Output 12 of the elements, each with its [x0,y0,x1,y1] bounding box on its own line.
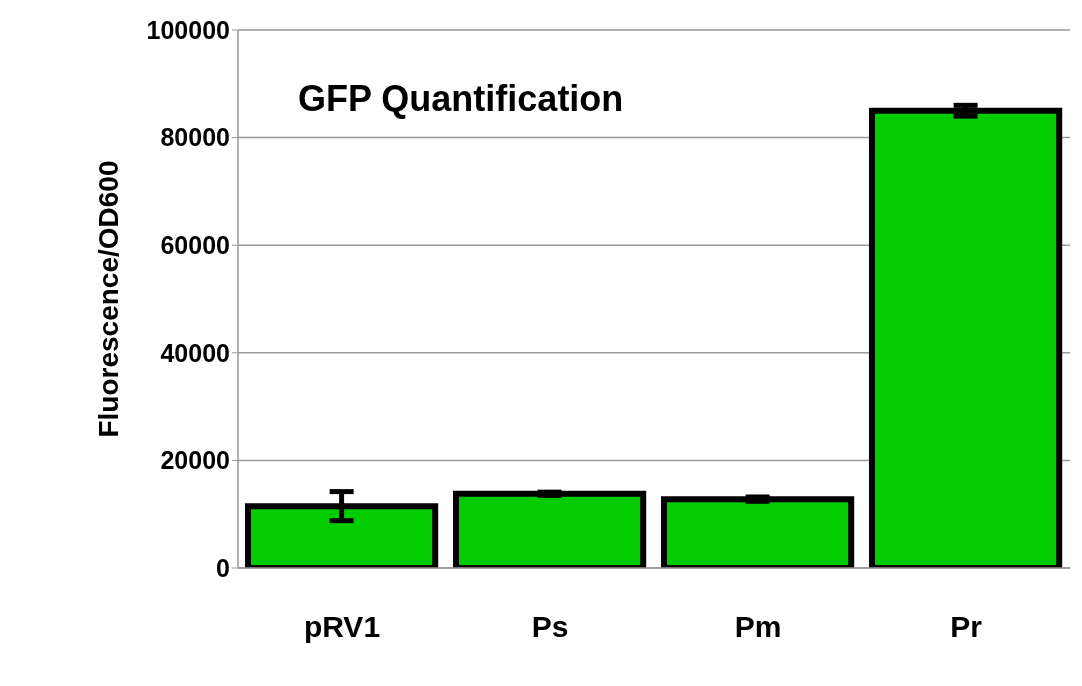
y-tick-label: 80000 [160,123,230,152]
x-tick-label: Ps [531,610,569,644]
y-tick-label: 60000 [160,231,230,260]
y-tick-label: 20000 [160,446,230,475]
x-tick-label: Pr [950,610,983,644]
x-tick-label: pRV1 [303,610,381,644]
y-tick-label: 40000 [160,338,230,367]
y-axis-title: Fluorescence/OD600 [92,160,124,438]
y-tick-label: 100000 [146,15,230,44]
x-tick-label: Pm [734,610,782,644]
y-tick-label: 0 [216,553,230,582]
text: GFP Quantification [298,78,624,120]
